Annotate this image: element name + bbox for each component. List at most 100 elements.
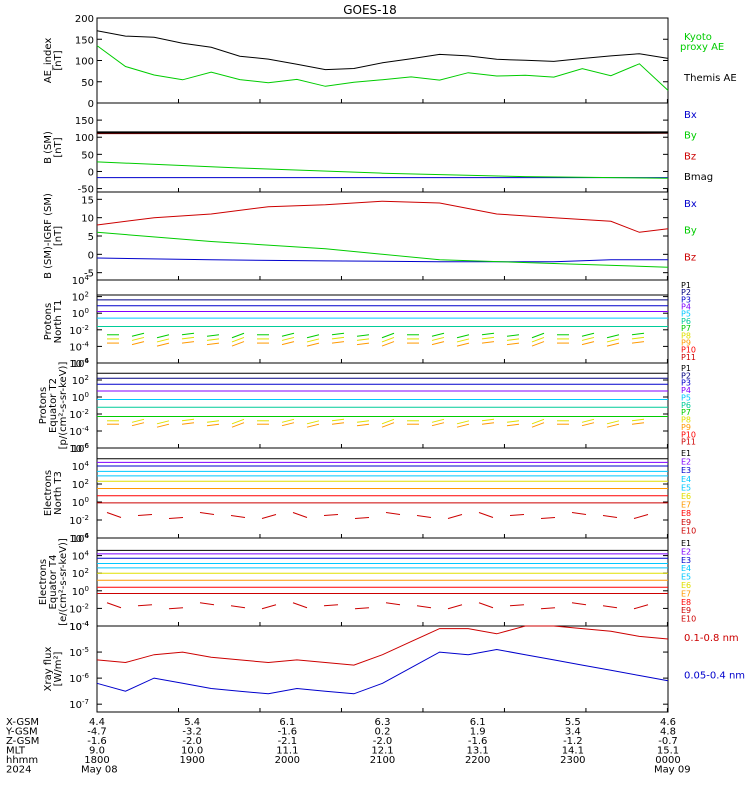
legend-entry: P2 — [681, 288, 691, 297]
x-axis-value: -4.7 — [87, 727, 107, 738]
flux-series-segment — [506, 423, 520, 427]
flux-series-segment — [633, 514, 649, 519]
legend-entry: Bx — [684, 110, 697, 121]
flux-series-segment — [531, 422, 545, 428]
x-axis-value: 2200 — [465, 755, 490, 766]
flux-series-segment — [261, 604, 277, 610]
legend-entry: P4 — [681, 303, 691, 312]
y-tick-label: 10-2 — [69, 514, 89, 527]
legend-entry: P3 — [681, 379, 691, 388]
flux-series-segment — [181, 341, 195, 344]
flux-series-segment — [481, 418, 495, 422]
legend-entry: Bz — [684, 151, 696, 162]
flux-series-segment — [540, 607, 556, 610]
flux-series-segment — [354, 517, 370, 519]
flux-series-segment — [131, 332, 145, 337]
y-axis-label-line: North T3 — [53, 471, 64, 515]
y-axis-label-line: Equator T4 — [48, 555, 59, 610]
x-axis-row-label: Z-GSM — [6, 736, 39, 747]
y-tick-label: 102 — [72, 374, 89, 387]
flux-series-segment — [506, 334, 520, 337]
x-axis-value: 1.9 — [470, 727, 486, 738]
panel-frame — [96, 625, 669, 713]
y-axis-label-line: [p/(cm²-s-sr-keV)] — [58, 362, 69, 450]
legend-entry: P1 — [681, 281, 691, 290]
y-tick-label: 100 — [75, 57, 94, 68]
legend-entry: Bmag — [684, 172, 713, 183]
flux-series-segment — [381, 418, 395, 425]
x-axis-value: 4.4 — [89, 717, 105, 728]
legend-entry: Bx — [684, 199, 697, 210]
legend-entry: P11 — [681, 438, 696, 447]
flux-series-segment — [581, 418, 595, 423]
x-axis-value: 11.1 — [276, 746, 298, 757]
flux-series-segment — [356, 334, 370, 337]
x-axis-value: 6.1 — [470, 717, 486, 728]
flux-series-segment — [281, 422, 295, 427]
flux-series-segment — [206, 334, 220, 337]
flux-series-segment — [581, 332, 595, 337]
flux-series-segment — [447, 604, 463, 610]
y-tick-label: 10-4 — [69, 532, 89, 545]
legend-entry: P10 — [681, 430, 696, 439]
flux-series-segment — [481, 332, 495, 336]
flux-series-segment — [131, 336, 145, 341]
flux-series-segment — [606, 334, 620, 339]
legend-entry: E6 — [681, 581, 691, 590]
legend-entry: E3 — [681, 466, 691, 475]
x-axis-row-label: MLT — [6, 746, 26, 757]
y-axis-label-line: Electrons — [43, 470, 54, 516]
flux-series-segment — [331, 422, 345, 425]
x-axis-value: -1.6 — [468, 736, 488, 747]
y-tick-label: 100 — [72, 307, 89, 320]
flux-series-segment — [306, 420, 320, 425]
legend-entry: P8 — [681, 416, 691, 425]
y-tick-label: 102 — [72, 567, 89, 580]
y-tick-label: 10-4 — [69, 620, 89, 633]
legend-entry: E9 — [681, 518, 691, 527]
panel-frame — [96, 279, 669, 364]
flux-series-segment — [206, 342, 220, 346]
panel-2: 150 100 50 0 -50 B (SM) [nT] Bx By Bz Bmag — [43, 102, 713, 196]
legend-entry: E2 — [681, 458, 691, 467]
flux-series-segment — [292, 512, 308, 518]
flux-series-segment — [137, 604, 153, 607]
flux-series-segment — [281, 341, 295, 346]
y-tick-label: 104 — [72, 550, 90, 563]
y-tick-label: 10 — [81, 214, 94, 225]
y-tick-label: 100 — [72, 391, 89, 404]
flux-series-segment — [199, 602, 215, 606]
y-axis-label-line: Electrons — [38, 559, 49, 605]
flux-series-segment — [416, 605, 432, 609]
flux-series-segment — [633, 604, 649, 610]
flux-series-segment — [199, 512, 215, 515]
x-axis-value: 0000 — [655, 755, 680, 766]
flux-series-segment — [478, 512, 494, 518]
panel-frame — [96, 191, 669, 281]
series-line-themis-ae — [96, 30, 669, 71]
y-tick-label: 10-4 — [69, 620, 89, 633]
flux-series-segment — [168, 607, 184, 610]
flux-series-segment — [481, 341, 495, 344]
x-axis-row-label: Y-GSM — [5, 727, 38, 738]
x-axis-value: -0.7 — [658, 736, 678, 747]
y-axis-label-line: Protons — [43, 303, 54, 340]
x-axis-value: 2000 — [275, 755, 300, 766]
legend-entry: P8 — [681, 331, 691, 340]
x-axis-value: -1.2 — [563, 736, 583, 747]
flux-series-segment — [478, 602, 494, 609]
y-axis-label-line: North T1 — [53, 300, 64, 344]
x-axis-value: 3.4 — [565, 727, 581, 738]
legend-entry: E5 — [681, 573, 691, 582]
x-axis-value: 2100 — [370, 755, 395, 766]
flux-series-segment — [506, 338, 520, 341]
x-axis-value: May 09 — [654, 765, 691, 776]
x-axis-value: 5.5 — [565, 717, 581, 728]
flux-series-segment — [231, 418, 245, 425]
y-tick-label: 104 — [72, 357, 90, 370]
x-axis-row-label: 2024 — [6, 765, 31, 776]
flux-series-segment — [506, 342, 520, 346]
